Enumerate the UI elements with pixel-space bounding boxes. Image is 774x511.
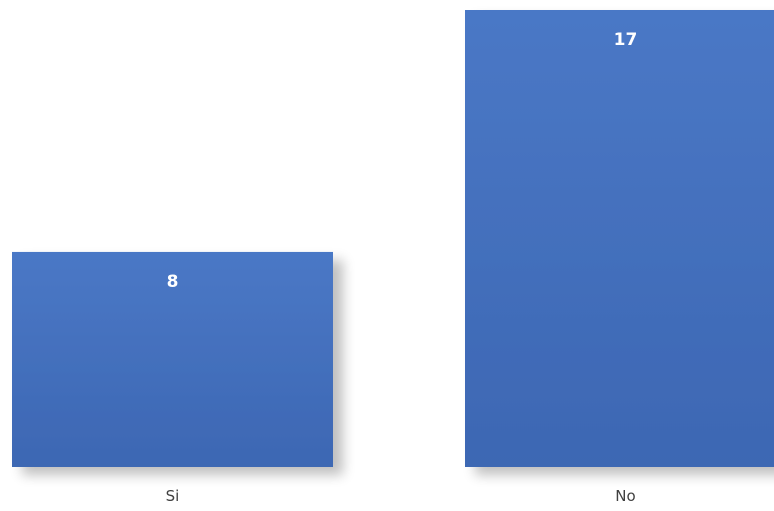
value-label-no: 17 bbox=[614, 30, 638, 50]
bar-no bbox=[465, 10, 774, 467]
category-label-no: No bbox=[615, 487, 635, 505]
value-label-si: 8 bbox=[167, 272, 179, 292]
bar-si bbox=[12, 251, 333, 467]
category-label-si: Si bbox=[166, 487, 180, 505]
